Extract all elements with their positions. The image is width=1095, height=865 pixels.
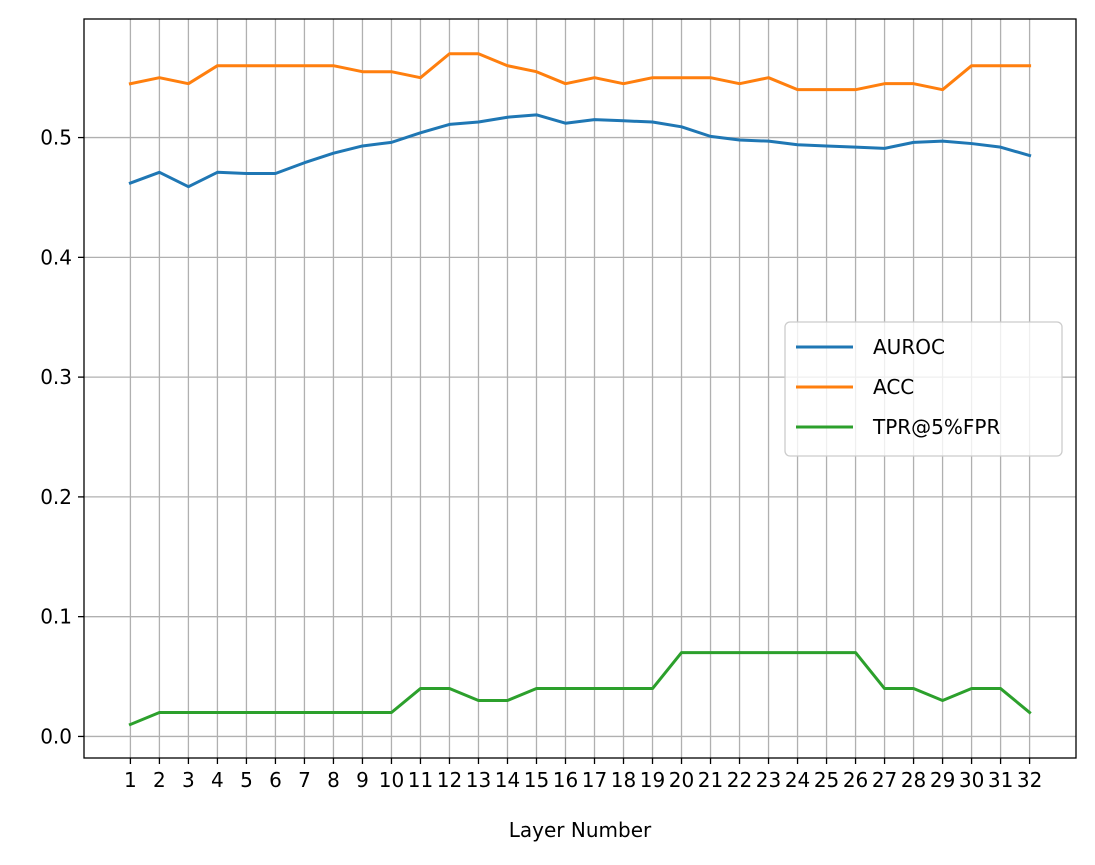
series-line-auroc bbox=[128, 113, 1032, 189]
x-tick-label: 8 bbox=[327, 768, 340, 792]
x-tick-label: 18 bbox=[611, 768, 636, 792]
x-tick-label: 14 bbox=[495, 768, 520, 792]
x-tick-label: 13 bbox=[466, 768, 491, 792]
y-tick-label: 0.0 bbox=[40, 724, 72, 748]
y-tick-label: 0.4 bbox=[40, 245, 72, 269]
x-tick-label: 4 bbox=[211, 768, 224, 792]
legend-label: AUROC bbox=[873, 335, 945, 359]
x-axis-label: Layer Number bbox=[509, 818, 652, 842]
x-tick-label: 12 bbox=[437, 768, 462, 792]
legend: AUROC ACC TPR@5%FPR bbox=[784, 321, 1063, 457]
legend-label: ACC bbox=[873, 375, 914, 399]
x-tick-label: 17 bbox=[582, 768, 607, 792]
series-line-tpr-5-fpr bbox=[128, 651, 1032, 727]
x-tick-label: 3 bbox=[182, 768, 195, 792]
x-tick-label: 29 bbox=[930, 768, 955, 792]
x-tick-label: 30 bbox=[959, 768, 984, 792]
x-tick-label: 23 bbox=[756, 768, 781, 792]
legend-label: TPR@5%FPR bbox=[872, 415, 1000, 439]
series-lines bbox=[128, 52, 1032, 727]
x-tick-label: 32 bbox=[1017, 768, 1042, 792]
x-tick-label: 16 bbox=[553, 768, 578, 792]
x-tick-label: 7 bbox=[298, 768, 311, 792]
x-tick-label: 24 bbox=[785, 768, 810, 792]
x-tick-label: 11 bbox=[408, 768, 433, 792]
y-tick-label: 0.5 bbox=[40, 126, 72, 150]
x-tick-label: 1 bbox=[124, 768, 137, 792]
x-tick-label: 31 bbox=[988, 768, 1013, 792]
x-tick-label: 25 bbox=[814, 768, 839, 792]
plot-frame bbox=[83, 18, 1077, 759]
x-tick-label: 20 bbox=[669, 768, 694, 792]
series-line-acc bbox=[128, 52, 1032, 92]
y-tick-label: 0.2 bbox=[40, 485, 72, 509]
y-tick-label: 0.1 bbox=[40, 605, 72, 629]
x-tick-label: 21 bbox=[698, 768, 723, 792]
x-tick-label: 9 bbox=[356, 768, 369, 792]
x-tick-label: 6 bbox=[269, 768, 282, 792]
x-tick-label: 26 bbox=[843, 768, 868, 792]
x-tick-label: 27 bbox=[872, 768, 897, 792]
x-tick-label: 15 bbox=[524, 768, 549, 792]
x-tick-label: 22 bbox=[727, 768, 752, 792]
axis-ticks bbox=[78, 136, 1031, 764]
x-tick-label: 19 bbox=[640, 768, 665, 792]
x-tick-label: 2 bbox=[153, 768, 166, 792]
tick-labels: 1 2 3 4 5 6 7 8 9 10 11 12 13 14 15 16 17 18 19 20 21 22 23 24 2… bbox=[40, 126, 1042, 792]
x-tick-label: 5 bbox=[240, 768, 253, 792]
legend-box bbox=[784, 321, 1063, 457]
x-tick-label: 10 bbox=[379, 768, 404, 792]
y-tick-label: 0.3 bbox=[40, 365, 72, 389]
x-tick-label: 28 bbox=[901, 768, 926, 792]
